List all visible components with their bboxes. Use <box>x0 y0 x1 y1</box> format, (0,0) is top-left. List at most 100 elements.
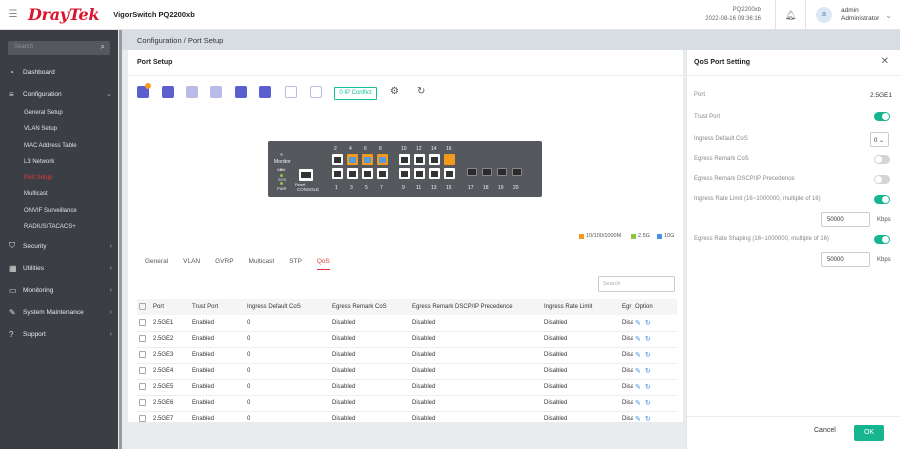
row-checkbox[interactable] <box>139 383 146 391</box>
cancel-button[interactable]: Cancel <box>814 427 836 434</box>
sidebar-item-dashboard[interactable]: ◔ Dashboard <box>0 61 118 83</box>
sidebar-sub-l3-network[interactable]: L3 Network <box>24 158 55 165</box>
select-all-checkbox[interactable] <box>139 303 146 311</box>
port-16[interactable] <box>444 154 455 165</box>
table-row[interactable]: 2.5GE7 Enabled 0 Disabled Disabled Disabled Di… <box>137 411 677 428</box>
col-ingress-rate-limit[interactable]: Ingress Rate Limit <box>542 299 620 315</box>
port-7[interactable] <box>377 168 388 179</box>
row-checkbox[interactable] <box>139 367 146 375</box>
ingress-default-cos-select[interactable]: 0 ⌄ <box>870 132 889 147</box>
edit-icon[interactable]: ✎ <box>635 319 641 327</box>
sidebar-scrollbar[interactable] <box>119 30 122 449</box>
table-row[interactable]: 2.5GE2 Enabled 0 Disabled Disabled Disabled Di… <box>137 331 677 348</box>
warning-icon[interactable] <box>162 86 174 98</box>
refresh-icon[interactable]: ↻ <box>644 416 651 423</box>
sidebar-item-configuration[interactable]: ≡ Configuration ⌄ <box>0 83 118 105</box>
edit-icon[interactable]: ✎ <box>635 416 641 423</box>
col-egress-remark-cos[interactable]: Egress Remark CoS <box>330 299 410 315</box>
chevron-down-icon[interactable]: ⌄ <box>885 10 892 20</box>
egress-remark-cos-toggle[interactable] <box>874 155 890 164</box>
sidebar-sub-radius[interactable]: RADIUS/TACACS+ <box>24 224 76 231</box>
sidebar-sub-vlan-setup[interactable]: VLAN Setup <box>24 126 58 133</box>
table-row[interactable]: 2.5GE3 Enabled 0 Disabled Disabled Disabled Di… <box>137 347 677 364</box>
sidebar-sub-general-setup[interactable]: General Setup <box>24 110 63 116</box>
refresh-icon[interactable]: ↻ <box>644 368 651 375</box>
port-14[interactable] <box>429 154 440 165</box>
sidebar-sub-multicast[interactable]: Multicast <box>24 191 48 198</box>
topology-icon[interactable] <box>210 86 222 98</box>
firewall-icon[interactable] <box>259 86 271 98</box>
ingress-rate-input[interactable]: 50000 <box>821 212 870 227</box>
port-11[interactable] <box>414 168 425 179</box>
egress-rate-shaping-toggle[interactable] <box>874 235 890 244</box>
ip-conflict-button[interactable]: 0 IP Conflict <box>334 87 377 100</box>
refresh-icon[interactable]: ↻ <box>644 319 651 327</box>
col-trust-port[interactable]: Trust Port <box>190 299 245 315</box>
document-icon[interactable] <box>235 86 247 98</box>
sidebar-item-system-maintenance[interactable]: ✎ System Maintenance › <box>0 301 118 323</box>
sfp-port-19[interactable] <box>497 168 507 176</box>
col-ingress-default-cos[interactable]: Ingress Default CoS <box>245 299 330 315</box>
refresh-icon[interactable]: ↻ <box>644 400 651 407</box>
table-row[interactable]: 2.5GE6 Enabled 0 Disabled Disabled Disabled Di… <box>137 395 677 412</box>
sidebar-item-monitoring[interactable]: ▭ Monitoring › <box>0 279 118 301</box>
row-checkbox[interactable] <box>139 319 146 327</box>
trust-port-toggle[interactable] <box>874 112 890 121</box>
col-egress-remark-dscp[interactable]: Egress Remark DSCP/IP Precedence <box>410 299 542 315</box>
console-port[interactable] <box>299 169 313 181</box>
sidebar-sub-onvif[interactable]: ONVIF Surveillance <box>24 207 77 214</box>
image-icon[interactable] <box>310 86 322 98</box>
table-search-input[interactable]: Search <box>598 276 675 292</box>
poe-icon[interactable] <box>186 86 198 98</box>
tab-stp[interactable]: STP <box>289 258 302 265</box>
ok-button[interactable]: OK <box>854 425 884 441</box>
table-row[interactable]: 2.5GE4 Enabled 0 Disabled Disabled Disabled Di… <box>137 363 677 380</box>
sidebar-sub-mac-address-table[interactable]: MAC Address Table <box>24 142 77 149</box>
close-icon[interactable]: ✕ <box>880 56 889 67</box>
user-menu[interactable]: a admin Administrator ⌄ <box>806 7 900 23</box>
port-1[interactable] <box>332 168 343 179</box>
edit-icon[interactable]: ✎ <box>635 384 641 391</box>
sfp-port-18[interactable] <box>482 168 492 176</box>
tab-vlan[interactable]: VLAN <box>183 258 201 265</box>
lock-icon[interactable] <box>285 86 297 98</box>
gear-icon[interactable]: ⚙ <box>390 86 399 97</box>
refresh-icon[interactable]: ↻ <box>644 384 651 391</box>
row-checkbox[interactable] <box>139 351 146 359</box>
tab-qos[interactable]: QoS <box>316 258 330 270</box>
port-10[interactable] <box>399 154 410 165</box>
tab-gvrp[interactable]: GVRP <box>215 258 234 265</box>
sfp-port-20[interactable] <box>512 168 522 176</box>
refresh-icon[interactable]: ↻ <box>417 86 426 97</box>
menu-icon[interactable]: ☰ <box>8 9 18 20</box>
port-2[interactable] <box>332 154 343 165</box>
port-12[interactable] <box>414 154 425 165</box>
row-checkbox[interactable] <box>139 415 146 423</box>
sidebar-sub-port-setup[interactable]: Port Setup <box>24 175 53 182</box>
port-3[interactable] <box>347 168 358 179</box>
table-row[interactable]: 2.5GE1 Enabled 0 Disabled Disabled Disabled Di… <box>137 315 677 332</box>
port-5[interactable] <box>362 168 373 179</box>
clock-icon[interactable] <box>137 83 151 98</box>
row-checkbox[interactable] <box>139 399 146 407</box>
sidebar-item-security[interactable]: ⛉ Security › <box>0 235 118 257</box>
ingress-rate-limit-toggle[interactable] <box>874 195 890 204</box>
sidebar-search[interactable]: Search ⌕ <box>8 41 110 55</box>
port-13[interactable] <box>429 168 440 179</box>
refresh-icon[interactable]: ↻ <box>644 352 651 359</box>
egress-remark-dscp-toggle[interactable] <box>874 175 890 184</box>
tab-general[interactable]: General <box>145 258 169 265</box>
port-9[interactable] <box>399 168 410 179</box>
edit-icon[interactable]: ✎ <box>635 400 641 407</box>
edit-icon[interactable]: ✎ <box>635 336 641 343</box>
egress-rate-input[interactable]: 50000 <box>821 252 870 267</box>
port-4[interactable] <box>347 154 358 165</box>
sidebar-item-support[interactable]: ? Support › <box>0 323 118 345</box>
edit-icon[interactable]: ✎ <box>635 368 641 375</box>
bell-icon[interactable]: 🔔︎ <box>776 0 806 30</box>
sidebar-search-input[interactable]: Search <box>14 44 34 50</box>
search-icon[interactable]: ⌕ <box>100 42 105 51</box>
port-8[interactable] <box>377 154 388 165</box>
col-egress[interactable]: Egr <box>620 299 633 315</box>
sidebar-item-utilities[interactable]: ▦ Utilities › <box>0 257 118 279</box>
